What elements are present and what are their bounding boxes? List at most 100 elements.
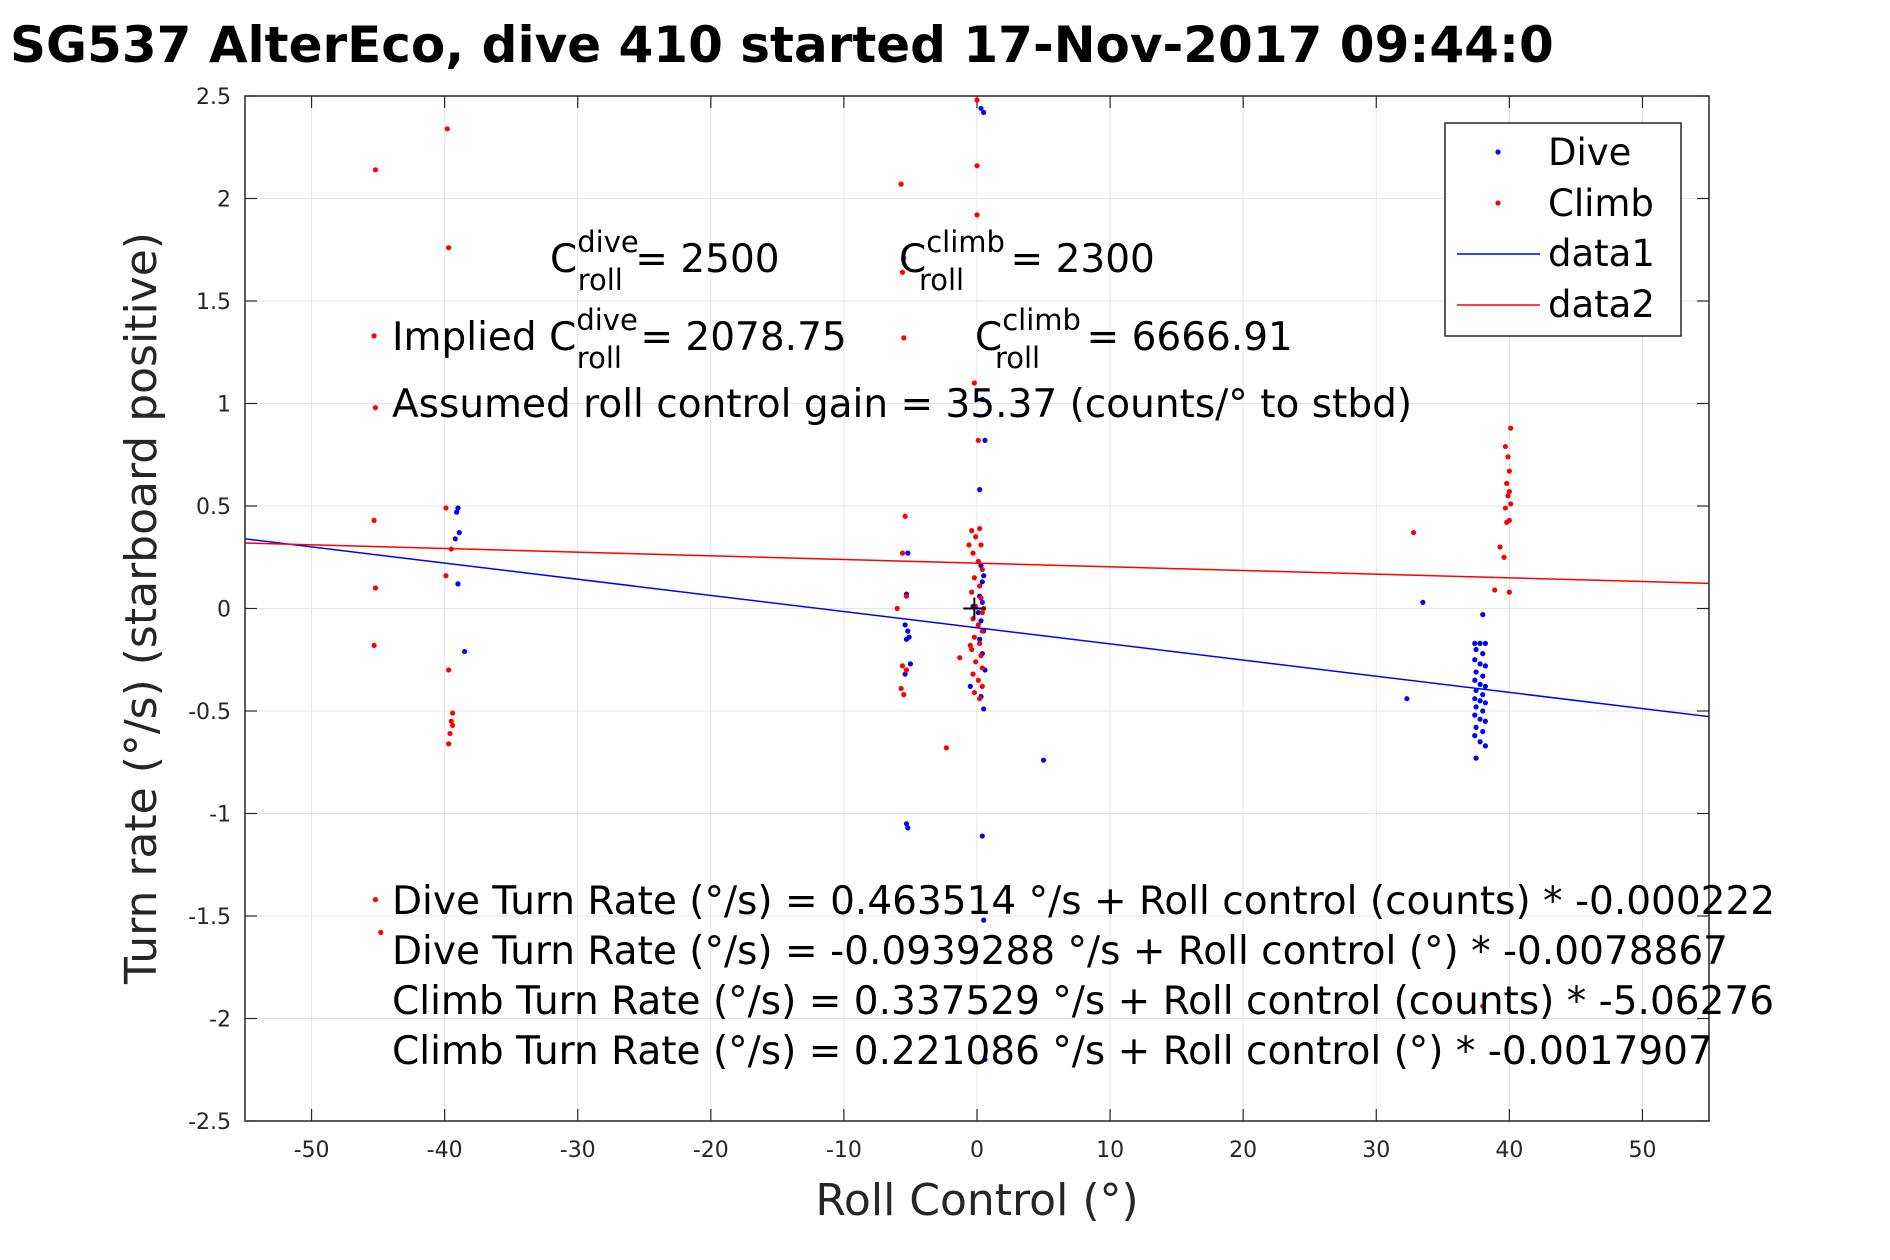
data-point-climb bbox=[977, 640, 983, 646]
data-point-dive bbox=[978, 562, 984, 569]
data-point-dive bbox=[1480, 728, 1486, 735]
annotation-fit-climb-degrees: Climb Turn Rate (°/s) = 0.221086 °/s + R… bbox=[392, 1029, 1713, 1074]
data-point-climb bbox=[971, 575, 977, 581]
x-tick-label: -20 bbox=[693, 1138, 729, 1163]
data-point-dive bbox=[905, 628, 911, 634]
data-point-dive bbox=[903, 821, 910, 827]
data-point-climb bbox=[903, 667, 910, 673]
y-tick-label: 1 bbox=[217, 393, 231, 418]
data-point-climb bbox=[970, 550, 976, 556]
y-tick-label: 1.5 bbox=[196, 290, 231, 315]
data-point-dive bbox=[1477, 739, 1483, 745]
data-point-climb bbox=[899, 269, 906, 275]
data-point-climb bbox=[444, 126, 450, 132]
annotation-fit-dive-counts: Dive Turn Rate (°/s) = 0.463514 °/s + Ro… bbox=[392, 879, 1775, 924]
data-point-climb bbox=[974, 163, 980, 169]
data-point-dive bbox=[981, 109, 987, 115]
data-point-climb bbox=[371, 517, 377, 523]
y-tick-label: 2 bbox=[217, 188, 231, 213]
data-point-dive bbox=[907, 661, 914, 667]
data-point-climb bbox=[974, 97, 980, 103]
data-point-dive bbox=[452, 536, 458, 542]
data-point-climb bbox=[977, 525, 983, 532]
data-point-dive bbox=[979, 833, 985, 839]
x-tick-label: 40 bbox=[1495, 1138, 1523, 1163]
data-point-climb bbox=[1506, 517, 1512, 523]
legend-label-data1: data1 bbox=[1548, 232, 1655, 275]
data-point-climb bbox=[971, 380, 977, 386]
data-point-climb bbox=[901, 335, 907, 341]
data-point-climb bbox=[979, 628, 985, 634]
data-point-dive bbox=[1472, 696, 1478, 702]
data-point-climb bbox=[1508, 501, 1514, 507]
data-point-dive bbox=[905, 825, 911, 831]
data-layer bbox=[245, 97, 1709, 1063]
data-point-climb bbox=[973, 534, 979, 540]
y-tick-label: 0 bbox=[217, 598, 231, 623]
x-tick-label: -10 bbox=[826, 1138, 862, 1163]
data-point-climb bbox=[1506, 468, 1512, 474]
data-point-climb bbox=[372, 897, 379, 903]
data-point-climb bbox=[903, 593, 910, 599]
data-point-climb bbox=[971, 634, 977, 640]
annotation-implied-dive: Implied Cdive roll = 2078.75 bbox=[392, 303, 847, 375]
data-point-climb bbox=[975, 677, 981, 683]
data-point-climb bbox=[371, 642, 377, 649]
data-point-climb bbox=[969, 646, 975, 653]
series-line-data2 bbox=[245, 542, 1709, 585]
data-point-dive bbox=[979, 599, 985, 605]
data-point-climb bbox=[973, 659, 979, 665]
data-point-climb bbox=[1505, 493, 1511, 499]
annotation-implied-climb: Cclimb roll = 6666.91 bbox=[975, 303, 1293, 375]
y-axis-label: Turn rate (°/s) (starboard positive) bbox=[116, 232, 167, 985]
chart-title: SG537 AlterEco, dive 410 started 17-Nov-… bbox=[10, 16, 1554, 74]
data-point-climb bbox=[975, 437, 981, 443]
data-point-climb bbox=[450, 722, 456, 728]
data-point-dive bbox=[456, 530, 462, 536]
data-point-dive bbox=[1404, 696, 1410, 702]
data-point-dive bbox=[454, 509, 460, 515]
data-point-dive bbox=[967, 683, 973, 690]
series-line-data1 bbox=[245, 538, 1709, 718]
data-point-dive bbox=[1420, 599, 1426, 605]
data-point-climb bbox=[979, 566, 985, 573]
data-point-dive bbox=[1473, 724, 1479, 731]
data-point-climb bbox=[901, 692, 907, 698]
data-point-dive bbox=[978, 618, 984, 624]
data-point-climb bbox=[372, 405, 379, 411]
data-point-dive bbox=[1480, 651, 1486, 657]
data-point-climb bbox=[1508, 425, 1514, 431]
y-tick-label: 0.5 bbox=[196, 495, 231, 520]
annotation-cdive: Cdive roll = 2500 bbox=[550, 225, 780, 297]
data-point-dive bbox=[1472, 657, 1478, 663]
data-point-dive bbox=[1472, 677, 1478, 683]
data-point-climb bbox=[1410, 530, 1417, 536]
data-point-climb bbox=[1506, 589, 1512, 595]
data-point-dive bbox=[981, 573, 987, 579]
data-point-dive bbox=[1482, 663, 1489, 669]
data-point-climb bbox=[372, 585, 379, 591]
y-tick-label: -0.5 bbox=[188, 700, 231, 725]
data-point-climb bbox=[978, 595, 984, 601]
data-point-climb bbox=[446, 245, 452, 251]
data-point-dive bbox=[1477, 716, 1483, 722]
legend: Dive Climb data1 data2 bbox=[1444, 122, 1682, 337]
data-point-dive bbox=[1472, 640, 1478, 646]
data-point-climb bbox=[977, 583, 983, 589]
data-point-climb bbox=[1497, 544, 1503, 550]
data-point-dive bbox=[977, 487, 983, 493]
legend-box bbox=[1444, 122, 1682, 337]
data-point-climb bbox=[378, 929, 384, 936]
legend-label-dive: Dive bbox=[1548, 131, 1631, 174]
data-point-dive bbox=[1477, 681, 1483, 687]
data-point-climb bbox=[975, 622, 981, 628]
data-point-climb bbox=[978, 542, 984, 548]
legend-label-data2: data2 bbox=[1548, 283, 1655, 326]
data-point-dive bbox=[1472, 712, 1478, 718]
data-point-climb bbox=[943, 745, 949, 751]
data-point-climb bbox=[1506, 489, 1512, 495]
data-point-dive bbox=[982, 437, 988, 443]
x-tick-label: 10 bbox=[1096, 1138, 1124, 1163]
data-point-dive bbox=[975, 610, 981, 616]
data-point-dive bbox=[1473, 646, 1479, 653]
